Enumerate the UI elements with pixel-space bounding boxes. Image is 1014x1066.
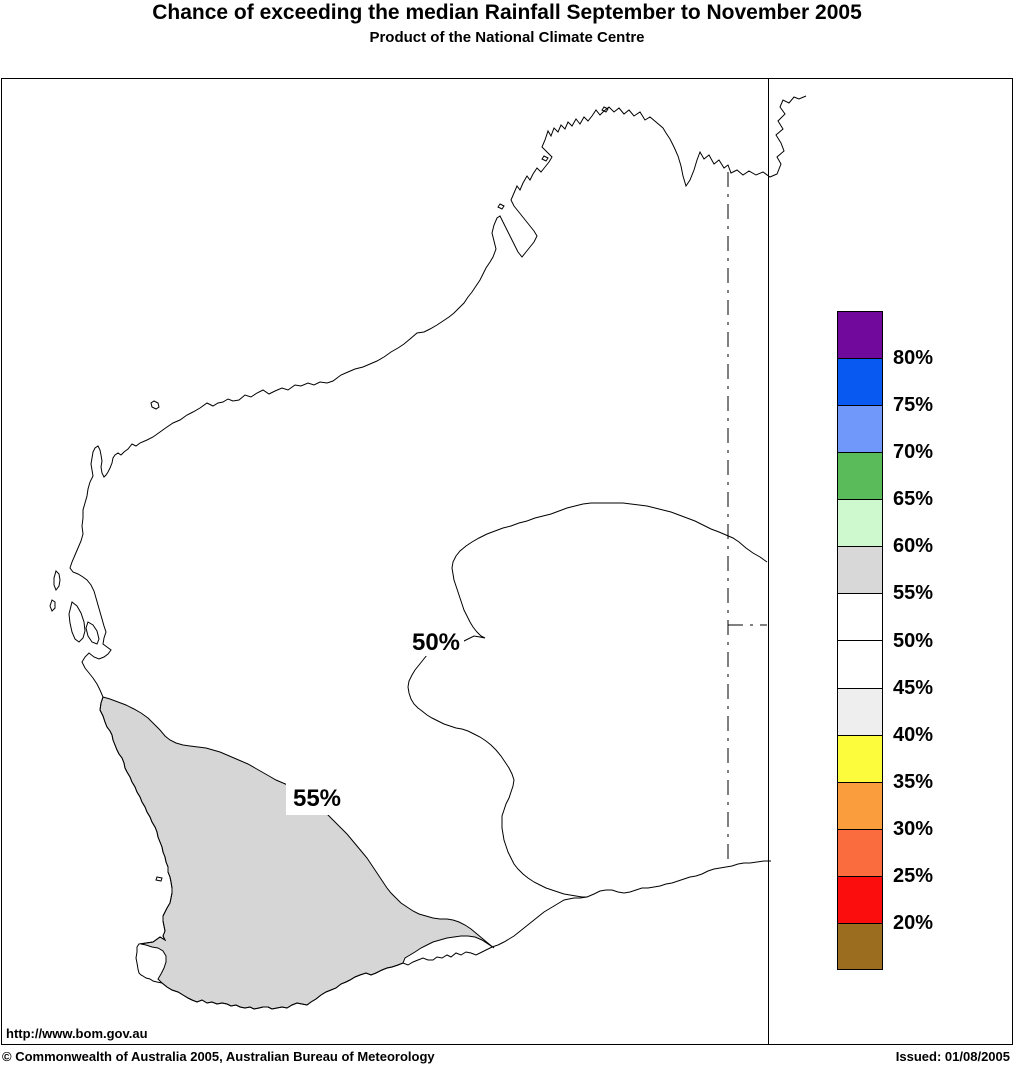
legend-color-box-13 (837, 922, 883, 970)
legend-color-box-4 (837, 499, 883, 547)
legend-color-box-2 (837, 405, 883, 453)
shaded-region-55-60 (99, 696, 495, 1010)
contour-label-55: 55% (286, 783, 348, 815)
island-kimberley-3 (497, 203, 505, 210)
legend-label-20: 20% (893, 911, 934, 934)
map-frame (1, 78, 1013, 1045)
island-shark-bay-sliver (49, 599, 56, 612)
island-rottnest (155, 876, 163, 882)
legend-label-55: 55% (893, 582, 934, 605)
coastline (69, 95, 807, 1010)
legend-label-35: 35% (893, 770, 934, 793)
legend-color-box-12 (837, 875, 883, 923)
legend-color-box-1 (837, 358, 883, 406)
contour-label-50: 50% (408, 629, 464, 656)
bom-url-label: http://www.bom.gov.au (6, 1026, 148, 1041)
legend-label-40: 40% (893, 723, 934, 746)
legend-label-25: 25% (893, 864, 934, 887)
legend-color-box-5 (837, 546, 883, 594)
island-barrow (150, 400, 160, 410)
legend-color-box-11 (837, 828, 883, 876)
page-title: Chance of exceeding the median Rainfall … (152, 1, 862, 24)
copyright-text: © Commonwealth of Australia 2005, Austra… (2, 1049, 435, 1064)
island-kimberley-2 (541, 155, 549, 162)
peninsula-shark-bay-east (85, 621, 100, 645)
legend-color-box-3 (837, 452, 883, 500)
legend-color-box-8 (837, 687, 883, 735)
legend-color-box-6 (837, 593, 883, 641)
peninsula-peron (68, 601, 86, 643)
island-dirk-hartog (53, 570, 61, 592)
legend-label-50: 50% (893, 629, 934, 652)
legend-color-box-9 (837, 734, 883, 782)
legend-label-45: 45% (893, 676, 934, 699)
legend-label-60: 60% (893, 535, 934, 558)
page-subtitle: Product of the National Climate Centre (369, 29, 645, 46)
legend-color-scale (837, 311, 883, 970)
legend-label-70: 70% (893, 441, 934, 464)
contour-50-south (407, 654, 587, 898)
legend-color-box-0 (837, 311, 883, 359)
island-kimberley-1 (601, 106, 609, 113)
contour-50-north (451, 502, 768, 643)
legend-label-65: 65% (893, 488, 934, 511)
legend-color-box-7 (837, 640, 883, 688)
issued-date: Issued: 01/08/2005 (895, 1049, 1010, 1064)
legend-label-30: 30% (893, 817, 934, 840)
legend-label-80: 80% (893, 347, 934, 370)
legend-label-75: 75% (893, 394, 934, 417)
legend-color-box-10 (837, 781, 883, 829)
